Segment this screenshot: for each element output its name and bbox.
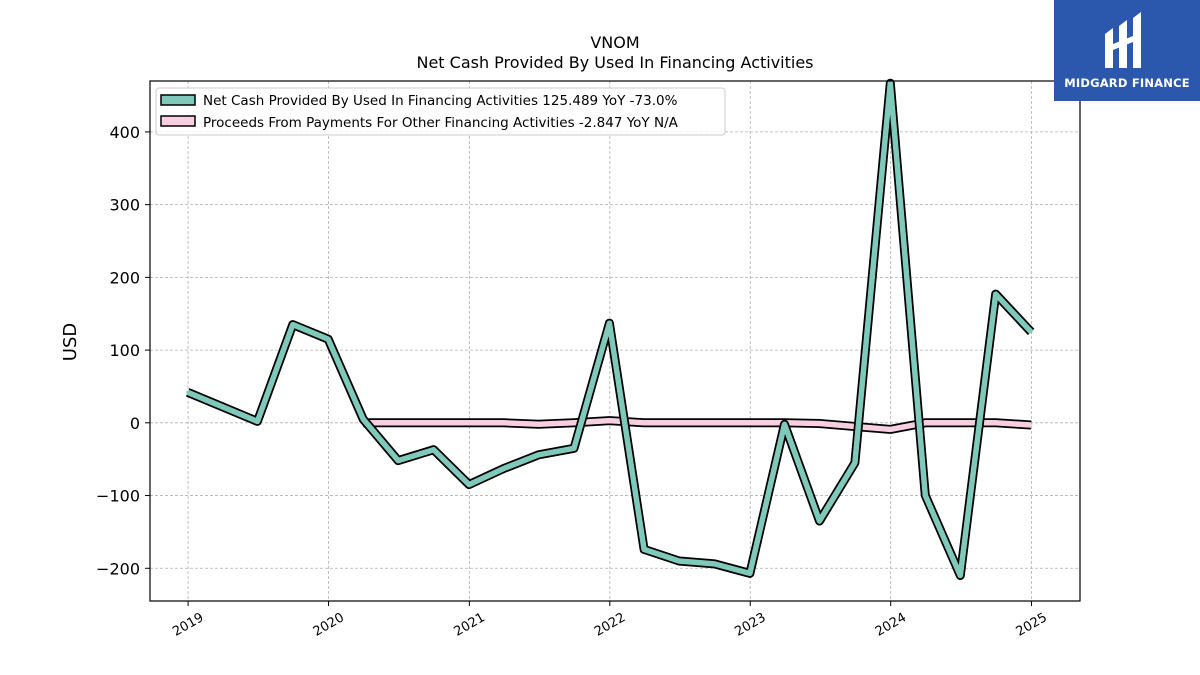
x-tick-label: 2025 bbox=[1014, 610, 1050, 640]
data-point bbox=[642, 547, 646, 551]
x-tick-label: 2022 bbox=[592, 610, 628, 640]
y-tick-label: 300 bbox=[109, 196, 140, 215]
data-point bbox=[994, 421, 998, 425]
data-point bbox=[396, 421, 400, 425]
data-point bbox=[1029, 330, 1033, 334]
legend-swatch-net-cash bbox=[160, 94, 196, 106]
data-point bbox=[818, 422, 821, 425]
x-tick-label: 2023 bbox=[732, 610, 768, 640]
x-tick-label: 2020 bbox=[311, 610, 347, 640]
legend-label-other-financing: Proceeds From Payments For Other Financi… bbox=[203, 115, 679, 131]
data-point bbox=[1029, 423, 1033, 427]
y-axis-label: USD bbox=[60, 323, 81, 361]
data-point bbox=[502, 421, 506, 425]
data-point bbox=[677, 421, 681, 425]
series-line bbox=[363, 417, 1032, 433]
legend-box bbox=[155, 87, 726, 136]
data-point bbox=[888, 81, 892, 85]
data-point bbox=[958, 421, 962, 425]
data-point bbox=[502, 467, 506, 471]
data-point bbox=[888, 427, 892, 431]
chart-title: VNOM bbox=[590, 33, 639, 52]
data-point bbox=[923, 494, 927, 497]
data-point bbox=[572, 446, 576, 450]
brand-logo: MIDGARD FINANCE bbox=[1054, 0, 1200, 101]
data-point bbox=[923, 421, 927, 425]
data-point bbox=[537, 453, 541, 457]
data-point bbox=[677, 559, 681, 563]
data-point bbox=[467, 483, 471, 487]
y-tick-label: 200 bbox=[109, 268, 140, 287]
data-point bbox=[607, 419, 611, 423]
data-point bbox=[853, 461, 857, 465]
data-point bbox=[361, 417, 365, 421]
axis-ticks: −200 −100 0 100 200 300 400 2019 2020 2021 2022 202… bbox=[96, 123, 1050, 640]
data-point bbox=[748, 421, 752, 425]
y-tick-label: −200 bbox=[96, 559, 140, 578]
data-point bbox=[537, 422, 541, 426]
data-point bbox=[713, 421, 716, 425]
data-point bbox=[994, 292, 998, 296]
data-point bbox=[467, 421, 471, 425]
data-point bbox=[818, 519, 821, 523]
y-tick-label: −100 bbox=[96, 487, 140, 506]
y-tick-label: 400 bbox=[109, 123, 140, 142]
y-tick-label: 0 bbox=[130, 414, 140, 433]
legend-label-net-cash: Net Cash Provided By Used In Financing A… bbox=[203, 93, 678, 109]
series-0 bbox=[185, 78, 1035, 580]
data-point bbox=[607, 321, 611, 325]
legend-swatch-other-financing bbox=[160, 115, 196, 127]
y-tick-label: 100 bbox=[109, 341, 140, 360]
series-1 bbox=[361, 416, 1033, 434]
data-point bbox=[713, 562, 716, 566]
x-tick-label: 2021 bbox=[452, 610, 488, 640]
legend: Net Cash Provided By Used In Financing A… bbox=[155, 87, 726, 136]
data-point bbox=[432, 421, 436, 425]
data-point bbox=[642, 421, 646, 425]
data-point bbox=[958, 574, 962, 577]
plot-frame bbox=[149, 80, 1081, 602]
data-point bbox=[326, 337, 330, 341]
data-point bbox=[748, 571, 752, 575]
data-point bbox=[291, 323, 295, 327]
x-tick-label: 2024 bbox=[873, 610, 909, 640]
data-point bbox=[432, 448, 436, 452]
data-point bbox=[783, 422, 786, 426]
data-point bbox=[255, 419, 259, 423]
data-point bbox=[186, 390, 190, 394]
series-lines bbox=[185, 78, 1035, 580]
series-line bbox=[186, 80, 1034, 579]
x-tick-label: 2019 bbox=[170, 610, 206, 640]
midgard-logo-icon bbox=[1105, 12, 1141, 68]
brand-name: MIDGARD FINANCE bbox=[1064, 76, 1190, 90]
data-point bbox=[396, 459, 400, 463]
data-point bbox=[572, 421, 576, 425]
chart-subtitle: Net Cash Provided By Used In Financing A… bbox=[416, 53, 813, 72]
